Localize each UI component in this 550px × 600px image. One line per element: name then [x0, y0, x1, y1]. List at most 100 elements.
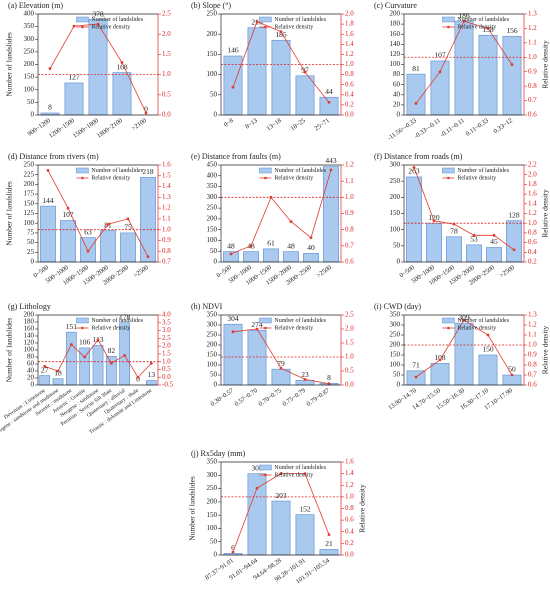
legend-swatch: [259, 16, 272, 23]
y-axis-label: Number of landslides: [5, 318, 14, 383]
bar: [39, 375, 51, 386]
y-tick-label: 60: [27, 360, 35, 368]
legend-label: Number of landslides: [91, 16, 143, 23]
y2-tick-label: 1.4: [528, 199, 537, 207]
y2-tick-label: 1.2: [528, 24, 537, 32]
bar: [120, 232, 136, 263]
y-tick-label: 0: [31, 381, 35, 389]
data-label: 13: [148, 370, 156, 379]
bar: [100, 230, 116, 263]
y2-tick-label: -0.5: [162, 381, 174, 389]
x-tick-label: >2500: [132, 264, 150, 279]
y-axis-label: Number of landslides: [5, 32, 14, 97]
data-label: 304: [227, 314, 239, 323]
legend-swatch: [76, 16, 89, 23]
y-tick-label: 200: [390, 193, 401, 201]
panel-title: (f) Distance from roads (m): [374, 152, 463, 161]
legend-marker: [447, 176, 450, 180]
data-label: 203: [275, 491, 287, 500]
density-marker: [231, 330, 235, 334]
y-tick-label: 50: [210, 90, 218, 98]
y-tick-label: 50: [393, 241, 401, 249]
y-tick-label: 50: [27, 98, 35, 106]
data-label: 186: [458, 11, 470, 20]
y2-tick-label: 1.3: [528, 10, 537, 18]
density-marker: [86, 249, 90, 253]
density-marker: [462, 19, 466, 23]
y2-tick-label: 2.0: [345, 10, 354, 18]
density-marker: [269, 195, 273, 199]
y-tick-label: 60: [393, 80, 401, 88]
bar: [430, 60, 450, 116]
y-tick-label: 50: [393, 371, 401, 379]
bar: [502, 35, 522, 116]
bar: [295, 75, 315, 116]
y-tick-label: 250: [207, 204, 218, 212]
density-marker: [43, 364, 47, 368]
density-marker: [120, 61, 124, 64]
data-label: 23: [301, 370, 309, 379]
y2-tick-label: 0.4: [528, 248, 537, 256]
panel: (h) NDVI 0 50 100 150 200 250 300 350 0.0 0.5 1.0 1.…: [191, 302, 354, 408]
density-marker: [462, 318, 466, 322]
data-label: 81: [412, 64, 420, 73]
density-marker: [126, 217, 130, 221]
density-marker: [149, 361, 153, 365]
density-marker: [452, 222, 456, 226]
legend-marker: [81, 176, 84, 180]
y2-axis-label: Relative density: [541, 40, 550, 89]
y2-tick-label: 0.0: [345, 551, 354, 559]
legend-label: Relative density: [91, 325, 130, 331]
legend-label: Number of landslides: [457, 167, 509, 174]
density-marker: [106, 222, 110, 226]
legend-label: Relative density: [457, 175, 496, 181]
data-label: 306: [251, 463, 263, 472]
bar: [223, 323, 243, 386]
x-tick-label: >2500: [315, 264, 333, 279]
x-tick-label: 0.70~0.75: [257, 387, 283, 408]
y2-tick-label: 0.9: [162, 236, 171, 244]
density-line: [413, 167, 515, 251]
y2-tick-label: 0.0: [345, 111, 354, 119]
bar: [486, 247, 502, 263]
density-marker: [46, 168, 50, 172]
y-tick-label: 150: [207, 50, 218, 58]
y2-tick-label: 0.8: [345, 70, 354, 78]
y-tick-label: 160: [390, 30, 401, 38]
y2-tick-label: 1.1: [528, 38, 537, 46]
y2-tick-label: 2.5: [345, 311, 354, 319]
y2-tick-label: 0.7: [528, 96, 537, 104]
data-label: 97: [301, 66, 309, 75]
y-tick-label: 250: [24, 161, 35, 169]
y-tick-label: 120: [24, 339, 35, 347]
y2-tick-label: 1.5: [345, 339, 354, 347]
y2-tick-label: 0.6: [345, 516, 354, 524]
bar: [406, 176, 422, 263]
legend-label: Number of landslides: [457, 16, 509, 23]
legend-label: Relative density: [457, 325, 496, 331]
legend-marker: [264, 473, 267, 477]
data-label: 6: [231, 543, 235, 552]
bar: [271, 500, 291, 556]
y-tick-label: 100: [207, 524, 218, 532]
panel: (c) Curvature 0 20 40 60 80 100 120 140 160 180 200…: [374, 1, 550, 142]
y-tick-label: 20: [393, 101, 401, 109]
y2-tick-label: 1.2: [162, 204, 171, 212]
y-tick-label: 25: [27, 248, 35, 256]
y-tick-label: 200: [207, 30, 218, 38]
bar: [478, 34, 498, 116]
y-axis-label: Number of landslides: [5, 181, 14, 246]
legend-swatch: [76, 167, 89, 174]
panel-title: (b) Slope (°): [191, 1, 231, 10]
y-tick-label: 300: [390, 321, 401, 329]
y-tick-label: 200: [390, 341, 401, 349]
density-marker: [327, 100, 331, 104]
legend-label: Number of landslides: [274, 167, 326, 174]
y-tick-label: 125: [24, 209, 35, 217]
y2-tick-label: 1.0: [162, 225, 171, 233]
legend-label: Number of landslides: [457, 317, 509, 324]
y2-tick-label: 1.4: [345, 469, 354, 477]
y2-tick-label: 0.6: [528, 111, 537, 119]
legend-swatch: [259, 317, 272, 324]
density-marker: [327, 382, 331, 385]
